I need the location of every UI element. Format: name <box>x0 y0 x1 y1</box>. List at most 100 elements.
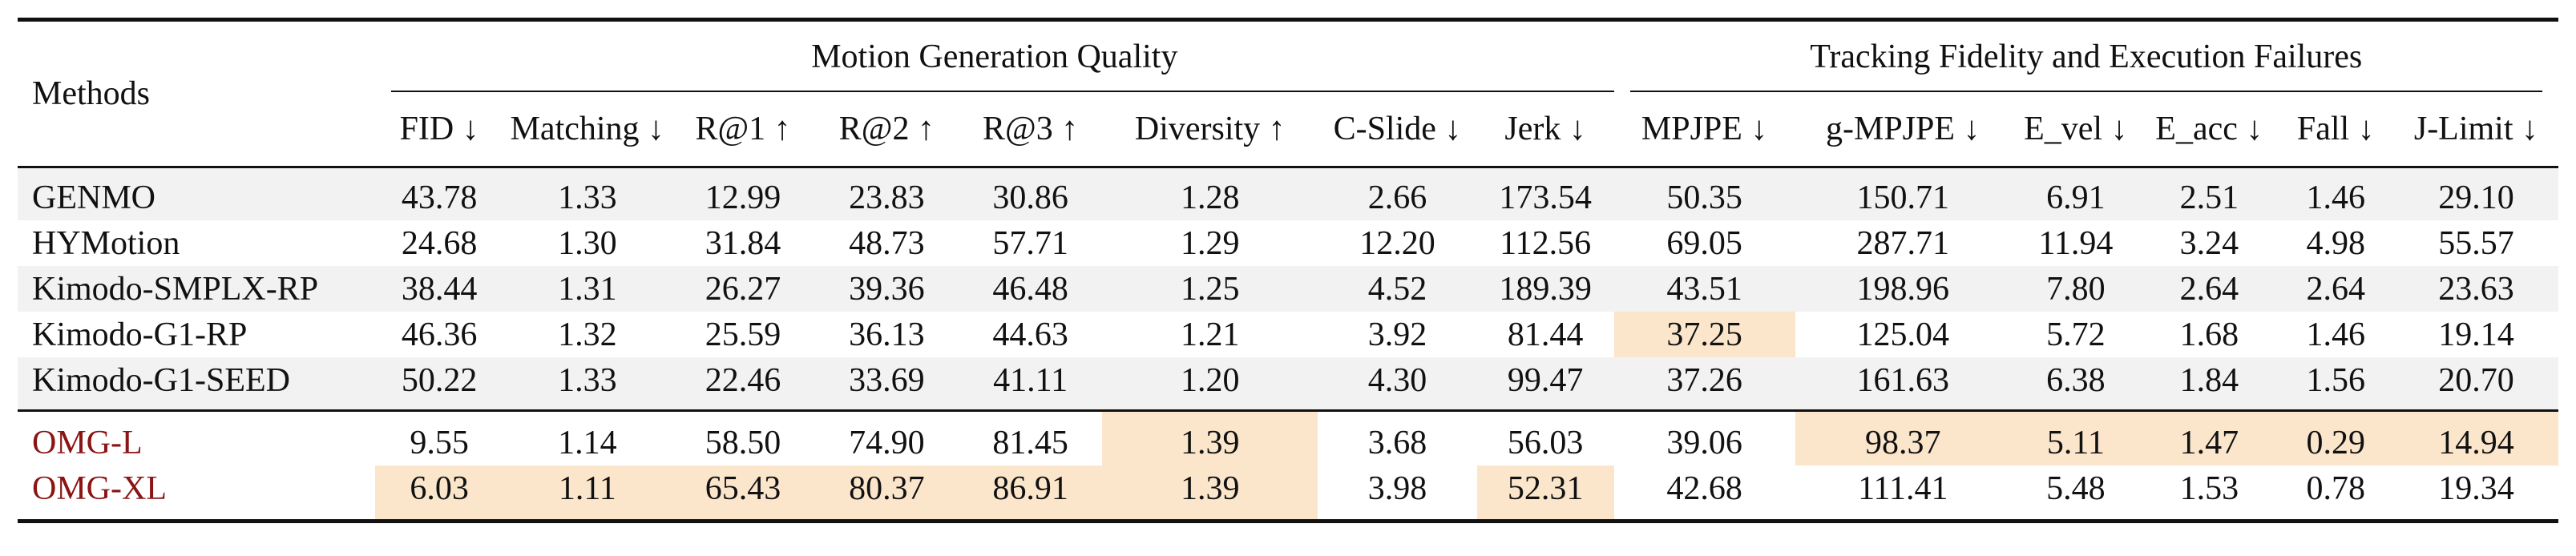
group-header-row: Methods Motion Generation Quality Tracki… <box>18 18 2558 168</box>
metric-value: 1.20 <box>1102 357 1318 411</box>
method-name: Kimodo-G1-RP <box>32 316 248 353</box>
table-row: HYMotion 24.68 1.30 31.84 48.73 57.71 1.29 12.2… <box>18 220 2558 266</box>
metric-value: 2.66 <box>1318 167 1477 220</box>
metric-value: 25.59 <box>705 316 781 353</box>
metric-value: 2.51 <box>2140 167 2278 220</box>
metric-value: 150.71 <box>1795 167 2011 220</box>
metric-value: 6.38 <box>2010 357 2141 411</box>
metric-value: 1.32 <box>558 316 617 353</box>
metric-value: 81.45 <box>959 409 1103 465</box>
metric-value: 4.52 <box>1318 266 1477 312</box>
metric-value: 11.94 <box>2038 224 2114 262</box>
metric-value: 12.99 <box>671 167 815 220</box>
group-motion-quality: Motion Generation Quality <box>375 18 1614 92</box>
metric-value: 52.31 <box>1476 465 1614 523</box>
metric-value: 1.33 <box>503 167 672 220</box>
metric-value: 23.63 <box>2393 266 2558 312</box>
metric-value: 0.78 <box>2277 465 2394 523</box>
metric-value: 1.30 <box>558 224 617 262</box>
metric-header: E_acc ↓ <box>2140 92 2278 168</box>
metric-value: 1.68 <box>2179 316 2239 353</box>
metric-value: 1.46 <box>2277 167 2394 220</box>
metric-value: 1.25 <box>1102 266 1318 312</box>
method-name: Kimodo-G1-SEED <box>18 357 376 411</box>
metric-header: C-Slide ↓ <box>1318 92 1477 168</box>
metric-value: 99.47 <box>1476 357 1614 411</box>
metric-value: 1.39 <box>1102 465 1318 523</box>
metric-value: 22.46 <box>671 357 815 411</box>
metric-header: Diversity ↑ <box>1102 92 1318 168</box>
metric-value: 5.72 <box>2046 316 2106 353</box>
metric-value: 31.84 <box>705 224 781 262</box>
metric-header: Matching ↓ <box>503 92 672 168</box>
metric-value: 125.04 <box>1856 316 1950 353</box>
metric-value: 19.14 <box>2438 316 2514 353</box>
metric-value: 1.56 <box>2277 357 2394 411</box>
metric-value: 1.84 <box>2140 357 2278 411</box>
metric-value: 1.39 <box>1102 409 1318 465</box>
metric-header-row: FID ↓ Matching ↓ R@1 ↑ R@2 ↑ R@3 ↑ Diversity … <box>18 92 2558 168</box>
metric-header: R@3 ↑ <box>959 92 1103 168</box>
metric-value: 39.06 <box>1613 409 1795 465</box>
metric-value: 44.63 <box>992 316 1068 353</box>
table-row: Kimodo-SMPLX-RP 38.44 1.31 26.27 39.36 46.48 1… <box>18 266 2558 312</box>
metric-value: 43.78 <box>375 167 504 220</box>
metric-value: 39.36 <box>814 266 959 312</box>
table-row: OMG-XL 6.03 1.11 65.43 80.37 86.91 1.39 3.98 52.… <box>18 465 2558 523</box>
metric-header: FID ↓ <box>375 92 504 168</box>
metric-value: 33.69 <box>814 357 959 411</box>
metric-header: J-Limit ↓ <box>2393 92 2558 168</box>
table-row: Kimodo-G1-RP 46.36 1.32 25.59 36.13 44.63 1.21… <box>18 312 2558 357</box>
metric-value: 2.64 <box>2140 266 2278 312</box>
metric-value: 173.54 <box>1476 167 1614 220</box>
metric-header: Jerk ↓ <box>1476 92 1614 168</box>
metric-value: 6.03 <box>375 465 504 523</box>
metric-value: 55.57 <box>2438 224 2514 262</box>
metric-value: 189.39 <box>1476 266 1614 312</box>
metric-value: 1.31 <box>503 266 672 312</box>
metric-value: 24.68 <box>401 224 478 262</box>
metric-value: 57.71 <box>992 224 1068 262</box>
metric-value: 1.11 <box>503 465 672 523</box>
methods-header: Methods <box>18 18 376 168</box>
group-tracking-fidelity-label: Tracking Fidelity and Execution Failures <box>1810 38 2363 75</box>
metric-header: R@2 ↑ <box>814 92 959 168</box>
metric-value: 37.26 <box>1613 357 1795 411</box>
metric-value: 1.33 <box>503 357 672 411</box>
metric-value: 111.41 <box>1795 465 2011 523</box>
metric-value: 2.64 <box>2277 266 2394 312</box>
metric-value: 19.34 <box>2393 465 2558 523</box>
metric-header: Fall ↓ <box>2277 92 2394 168</box>
group-tracking-fidelity: Tracking Fidelity and Execution Failures <box>1613 18 2558 92</box>
metric-value: 80.37 <box>814 465 959 523</box>
table-row: Kimodo-G1-SEED 50.22 1.33 22.46 33.69 41.11 1.… <box>18 357 2558 411</box>
metric-value: 1.47 <box>2140 409 2278 465</box>
results-table: Methods Motion Generation Quality Tracki… <box>18 18 2558 523</box>
metric-value: 3.98 <box>1318 465 1477 523</box>
metric-value: 5.48 <box>2010 465 2141 523</box>
method-name: HYMotion <box>32 224 180 262</box>
metric-value: 26.27 <box>671 266 815 312</box>
metric-value: 1.21 <box>1181 316 1240 353</box>
method-name: GENMO <box>18 167 376 220</box>
table-body: GENMO 43.78 1.33 12.99 23.83 30.86 1.28 2.66 173… <box>18 167 2558 523</box>
metric-header: R@1 ↑ <box>671 92 815 168</box>
metric-value: 5.11 <box>2010 409 2141 465</box>
metric-value: 50.22 <box>375 357 504 411</box>
metric-value: 98.37 <box>1795 409 2011 465</box>
metric-value: 161.63 <box>1795 357 2011 411</box>
metric-value: 56.03 <box>1476 409 1614 465</box>
metric-value: 1.46 <box>2306 316 2366 353</box>
metric-value: 43.51 <box>1613 266 1795 312</box>
metric-value: 4.98 <box>2306 224 2366 262</box>
metric-value: 69.05 <box>1666 224 1742 262</box>
method-name: Kimodo-SMPLX-RP <box>18 266 376 312</box>
metric-header: E_vel ↓ <box>2010 92 2141 168</box>
metric-value: 1.53 <box>2140 465 2278 523</box>
metric-value: 6.91 <box>2010 167 2141 220</box>
metric-header: MPJPE ↓ <box>1613 92 1795 168</box>
metric-value: 81.44 <box>1507 316 1584 353</box>
table-row: GENMO 43.78 1.33 12.99 23.83 30.86 1.28 2.66 173… <box>18 167 2558 220</box>
metric-value: 74.90 <box>814 409 959 465</box>
